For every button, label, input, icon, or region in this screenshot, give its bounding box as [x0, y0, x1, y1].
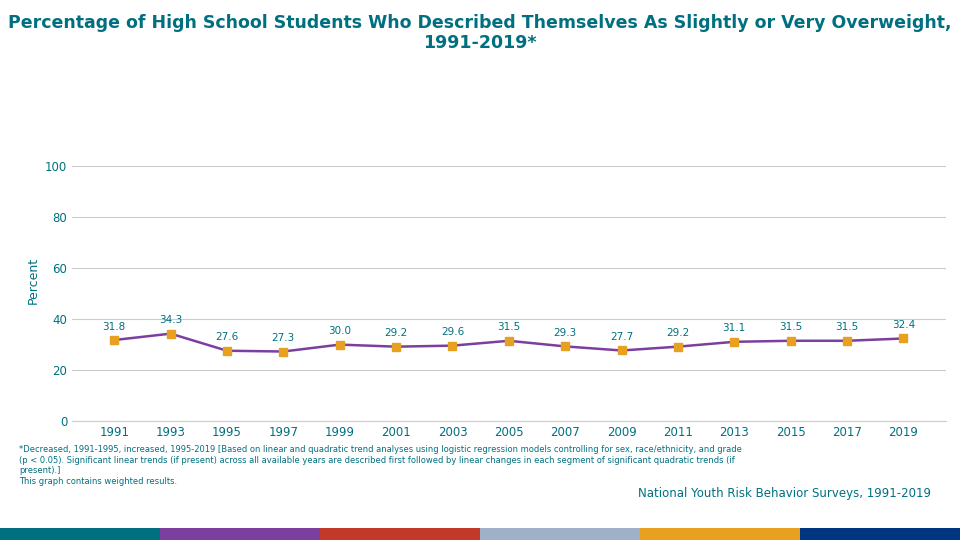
Text: 31.1: 31.1	[723, 323, 746, 334]
Text: 27.7: 27.7	[610, 332, 634, 342]
Text: 29.2: 29.2	[666, 328, 689, 339]
Y-axis label: Percent: Percent	[26, 257, 39, 305]
Text: Percentage of High School Students Who Described Themselves As Slightly or Very : Percentage of High School Students Who D…	[9, 14, 951, 52]
Text: 32.4: 32.4	[892, 320, 915, 330]
Text: 27.6: 27.6	[215, 333, 239, 342]
Text: 31.5: 31.5	[497, 322, 520, 333]
Text: National Youth Risk Behavior Surveys, 1991-2019: National Youth Risk Behavior Surveys, 19…	[638, 487, 931, 500]
Text: 31.5: 31.5	[779, 322, 803, 333]
Text: *Decreased, 1991-1995, increased, 1995-2019 [Based on linear and quadratic trend: *Decreased, 1991-1995, increased, 1995-2…	[19, 446, 742, 485]
Text: 29.6: 29.6	[441, 327, 464, 338]
Text: 29.2: 29.2	[384, 328, 408, 339]
Text: 34.3: 34.3	[159, 315, 182, 325]
Text: 31.5: 31.5	[835, 322, 858, 333]
Text: 27.3: 27.3	[272, 333, 295, 343]
Text: 30.0: 30.0	[328, 326, 351, 336]
Text: 29.3: 29.3	[554, 328, 577, 338]
Text: 31.8: 31.8	[103, 322, 126, 332]
